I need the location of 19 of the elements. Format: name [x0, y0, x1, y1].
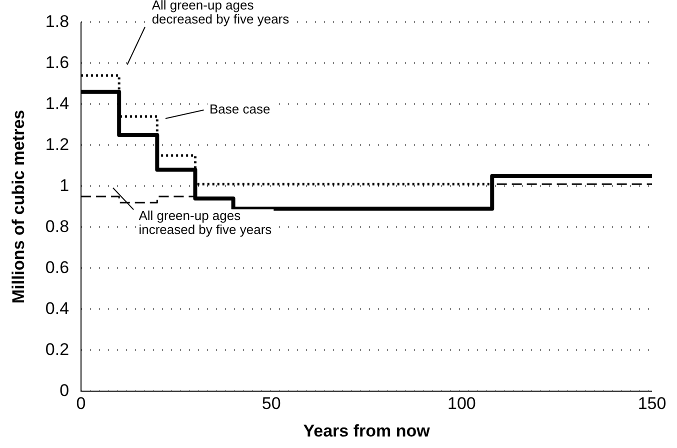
y-tick-label: 0.8 [45, 216, 70, 236]
x-tick-label: 100 [447, 394, 476, 414]
y-tick-label: 0 [60, 380, 70, 400]
x-tick-label: 150 [638, 394, 666, 414]
y-tick-label: 0.6 [45, 258, 70, 277]
y-tick-label: 0.2 [45, 340, 70, 359]
y-axis-title: Millions of cubic metres [8, 110, 28, 304]
annotation: Base case [210, 102, 270, 117]
y-tick-label: 1.8 [45, 12, 70, 31]
y-tick-label: 1.2 [45, 134, 70, 154]
y-tick-label: 1.4 [45, 94, 70, 113]
annotation: All green-up ages increased by five years [138, 208, 272, 237]
y-tick-label: 1 [60, 176, 70, 195]
x-axis-title: Years from now [303, 421, 431, 440]
y-tick-label: 0.4 [45, 298, 70, 318]
annotation: All green-up ages decreased by five years [152, 0, 290, 27]
y-tick-label: 1.6 [45, 52, 70, 72]
x-tick-label: 50 [262, 394, 281, 414]
x-tick-label: 0 [76, 394, 86, 414]
